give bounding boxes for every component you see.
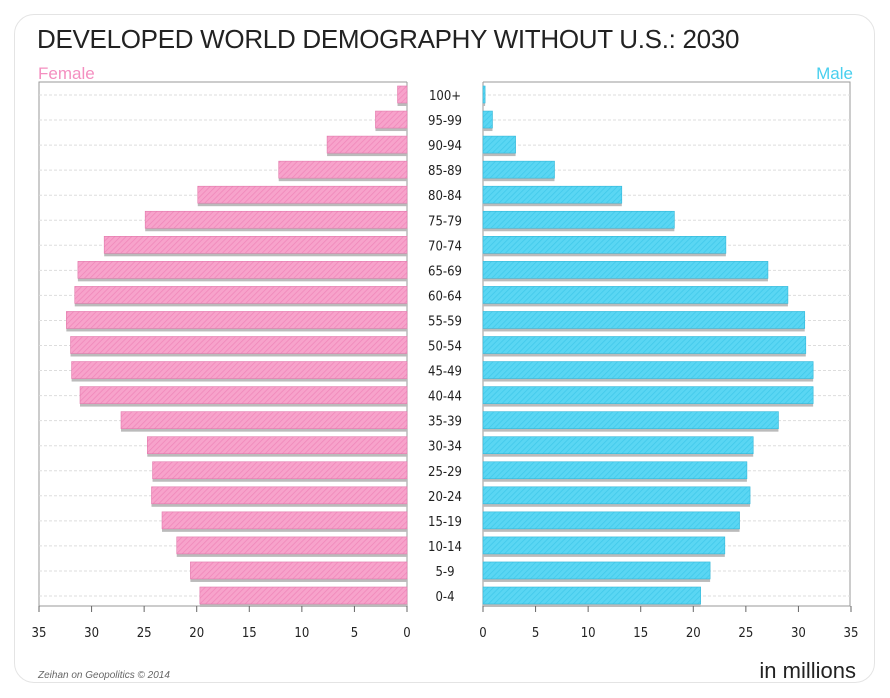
x-axis-label: in millions (759, 658, 856, 683)
legend-male: Male (816, 64, 853, 83)
x-tick-label: 15 (633, 626, 648, 641)
female-bar-10-14 (176, 536, 408, 555)
male-bar-30-34 (482, 436, 754, 455)
credit-text: Zeihan on Geopolitics © 2014 (38, 670, 170, 681)
x-tick-label: 20 (189, 626, 204, 641)
male-bar-35-39 (482, 411, 779, 429)
age-group-label: 0-4 (435, 590, 454, 605)
age-group-label: 20-24 (428, 490, 462, 505)
female-bar-55-59 (66, 311, 408, 329)
age-group-label: 30-34 (428, 440, 462, 455)
age-group-label: 90-94 (428, 139, 462, 154)
age-group-label: 35-39 (428, 415, 462, 430)
female-bar-20-24 (151, 486, 408, 505)
female-bar-95-99 (375, 110, 408, 129)
age-group-label: 95-99 (428, 114, 462, 129)
x-tick-label: 35 (32, 626, 47, 641)
female-bar-60-64 (74, 286, 408, 304)
female-bar-5-9 (190, 561, 408, 580)
male-bar-20-24 (482, 486, 751, 505)
age-group-label: 75-79 (428, 214, 462, 229)
female-bar-30-34 (146, 436, 408, 455)
age-group-label: 15-19 (428, 515, 462, 530)
male-bar-80-84 (482, 185, 623, 204)
male-bar-55-59 (482, 311, 806, 329)
chart-card (14, 14, 875, 683)
male-bar-25-29 (482, 461, 748, 480)
female-bar-15-19 (161, 511, 408, 530)
male-bar-0-4 (482, 586, 701, 605)
x-tick-label: 30 (791, 626, 806, 641)
x-tick-label: 5 (351, 626, 358, 641)
female-bar-65-69 (77, 261, 408, 279)
male-bar-50-54 (482, 336, 807, 354)
female-bar-0-4 (199, 586, 408, 605)
male-bar-10-14 (482, 536, 726, 555)
age-group-label: 65-69 (428, 264, 462, 279)
female-bar-35-39 (120, 411, 408, 429)
x-tick-label: 0 (403, 626, 410, 641)
female-bar-45-49 (71, 361, 408, 379)
age-group-label: 55-59 (428, 314, 462, 329)
male-bar-5-9 (482, 561, 711, 580)
female-bar-100+ (397, 85, 408, 104)
x-tick-label: 25 (738, 626, 753, 641)
male-bar-75-79 (482, 210, 675, 229)
age-group-label: 25-29 (428, 465, 462, 480)
female-bar-50-54 (70, 336, 408, 354)
male-bar-90-94 (482, 135, 516, 154)
legend-female: Female (38, 64, 95, 83)
age-group-label: 60-64 (428, 289, 462, 304)
x-tick-label: 30 (84, 626, 99, 641)
x-tick-label: 35 (844, 626, 859, 641)
age-group-label: 10-14 (428, 540, 462, 555)
male-bar-100+ (482, 85, 486, 104)
age-group-label: 5-9 (435, 565, 454, 580)
male-bar-45-49 (482, 361, 814, 379)
female-bar-80-84 (197, 185, 408, 204)
male-bar-95-99 (482, 110, 493, 129)
age-group-label: 70-74 (428, 239, 462, 254)
x-tick-label: 10 (581, 626, 596, 641)
male-bar-65-69 (482, 261, 769, 279)
female-bar-25-29 (152, 461, 408, 480)
age-group-label: 40-44 (428, 390, 462, 405)
male-bar-85-89 (482, 160, 555, 179)
x-tick-label: 25 (137, 626, 152, 641)
age-group-label: 50-54 (428, 340, 462, 355)
male-bar-15-19 (482, 511, 740, 530)
male-bar-70-74 (482, 236, 727, 254)
x-tick-label: 20 (686, 626, 701, 641)
chart-title: DEVELOPED WORLD DEMOGRAPHY WITHOUT U.S.:… (37, 24, 740, 54)
x-tick-label: 5 (532, 626, 539, 641)
female-bar-85-89 (278, 160, 408, 179)
age-group-label: 100+ (429, 89, 461, 104)
female-bar-70-74 (103, 236, 408, 254)
age-group-label: 80-84 (428, 189, 462, 204)
male-bar-60-64 (482, 286, 789, 304)
x-tick-label: 15 (242, 626, 257, 641)
x-tick-label: 0 (479, 626, 486, 641)
age-group-label: 45-49 (428, 365, 462, 380)
x-tick-label: 10 (294, 626, 309, 641)
female-bar-40-44 (79, 386, 408, 404)
male-bar-40-44 (482, 386, 814, 404)
female-bar-90-94 (326, 135, 408, 154)
female-bar-75-79 (144, 210, 408, 229)
age-group-label: 85-89 (428, 164, 462, 179)
